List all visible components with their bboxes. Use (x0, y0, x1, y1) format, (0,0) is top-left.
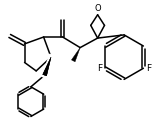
Polygon shape (71, 48, 80, 62)
Text: F: F (97, 64, 102, 73)
Polygon shape (43, 57, 51, 76)
Polygon shape (43, 57, 51, 76)
Text: F: F (146, 64, 151, 73)
Text: O: O (94, 4, 101, 13)
